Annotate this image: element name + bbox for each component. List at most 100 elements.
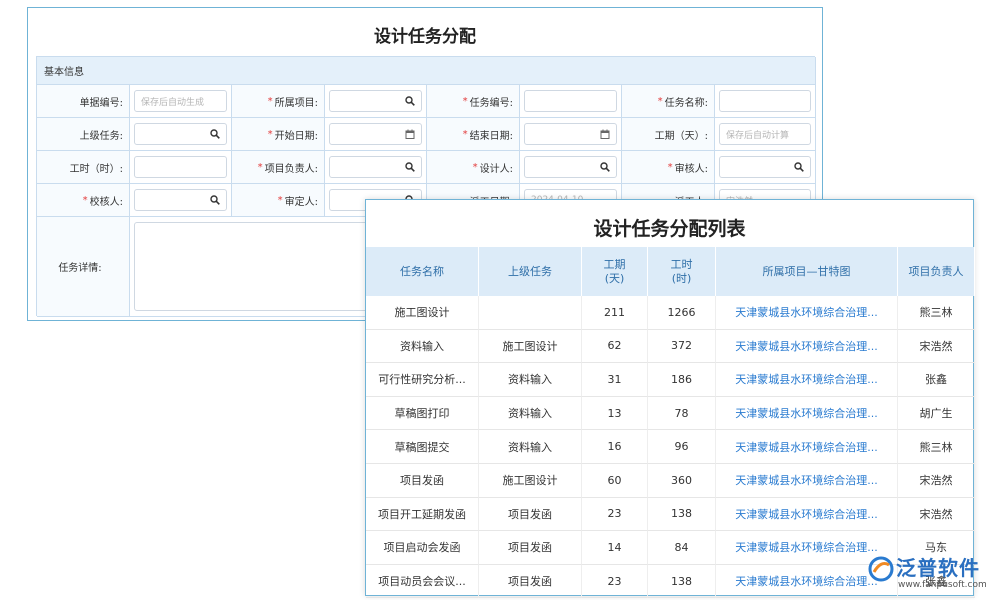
gantt-link[interactable]: 天津蒙城县水环境综合治理... bbox=[716, 497, 898, 532]
label-text: 校核人: bbox=[89, 196, 123, 208]
text-input[interactable] bbox=[329, 156, 422, 178]
calendar-icon[interactable] bbox=[600, 129, 610, 139]
field-label: * 审核人: bbox=[622, 151, 715, 184]
table-cell: 项目动员会会议... bbox=[366, 564, 479, 599]
text-input[interactable] bbox=[524, 156, 617, 178]
required-mark: * bbox=[82, 194, 88, 206]
text-input[interactable] bbox=[719, 90, 811, 112]
field-label: * 审定人: bbox=[232, 184, 325, 217]
column-header: 上级任务 bbox=[479, 247, 582, 296]
table-cell: 胡广生 bbox=[898, 396, 975, 431]
required-mark: * bbox=[462, 95, 468, 107]
gantt-link[interactable]: 天津蒙城县水环境综合治理... bbox=[716, 430, 898, 464]
table-cell: 372 bbox=[648, 329, 716, 364]
gantt-link[interactable]: 天津蒙城县水环境综合治理... bbox=[716, 296, 898, 330]
logo: 泛普软件 www.fanpusoft.com bbox=[868, 552, 994, 596]
search-icon[interactable] bbox=[210, 195, 220, 205]
gantt-link[interactable]: 天津蒙城县水环境综合治理... bbox=[716, 396, 898, 431]
header-line: 工期 bbox=[603, 257, 626, 271]
table-cell: 施工图设计 bbox=[366, 296, 479, 330]
form-title: 设计任务分配 bbox=[374, 27, 476, 47]
field-label: * 任务编号: bbox=[427, 85, 520, 118]
field-label: 上级任务: bbox=[37, 118, 130, 151]
table-cell: 张鑫 bbox=[898, 564, 975, 599]
table-cell: 熊三林 bbox=[898, 296, 975, 330]
search-icon[interactable] bbox=[794, 162, 804, 172]
text-input[interactable] bbox=[719, 156, 811, 178]
column-header: 工时 (时) bbox=[648, 247, 716, 296]
table-cell: 138 bbox=[648, 497, 716, 532]
table-cell: 资料输入 bbox=[479, 396, 582, 431]
logo-url: www.fanpusoft.com bbox=[898, 580, 987, 590]
field-label: * 设计人: bbox=[427, 151, 520, 184]
field-label: * 任务名称: bbox=[622, 85, 715, 118]
text-input[interactable] bbox=[524, 123, 617, 145]
text-input[interactable] bbox=[524, 90, 617, 112]
table-cell: 186 bbox=[648, 363, 716, 397]
table-cell: 资料输入 bbox=[366, 329, 479, 364]
table-cell: 宋浩然 bbox=[898, 497, 975, 532]
table-cell: 1266 bbox=[648, 296, 716, 330]
text-input[interactable] bbox=[329, 90, 422, 112]
table-cell: 60 bbox=[582, 464, 648, 498]
table-cell: 项目发函 bbox=[479, 497, 582, 532]
table-cell: 项目发函 bbox=[479, 531, 582, 565]
text-input[interactable] bbox=[134, 156, 227, 178]
field-cell bbox=[325, 85, 427, 118]
label-text: 开始日期: bbox=[274, 130, 318, 142]
gantt-link[interactable]: 天津蒙城县水环境综合治理... bbox=[716, 363, 898, 397]
header-line: (天) bbox=[604, 271, 625, 285]
field-label: 工时（时）: bbox=[37, 151, 130, 184]
table-cell: 211 bbox=[582, 296, 648, 330]
field-label: * 结束日期: bbox=[427, 118, 520, 151]
label-text: 工时（时）: bbox=[69, 163, 123, 175]
gantt-link[interactable]: 天津蒙城县水环境综合治理... bbox=[716, 531, 898, 565]
search-icon[interactable] bbox=[600, 162, 610, 172]
table-cell: 可行性研究分析... bbox=[366, 363, 479, 397]
gantt-link[interactable]: 天津蒙城县水环境综合治理... bbox=[716, 564, 898, 599]
table-cell: 草稿图打印 bbox=[366, 396, 479, 431]
list-panel: 设计任务分配列表 任务名称 上级任务 工期 (天) 工时 (时) 所属项目—甘特图 项目负责人施… bbox=[365, 199, 975, 599]
label-text: 审定人: bbox=[284, 196, 318, 208]
label-text: 所属项目: bbox=[274, 97, 318, 109]
column-header: 工期 (天) bbox=[582, 247, 648, 296]
label-text: 任务名称: bbox=[664, 97, 708, 109]
label-text: 任务编号: bbox=[469, 97, 513, 109]
table-cell: 资料输入 bbox=[479, 363, 582, 397]
search-icon[interactable] bbox=[405, 162, 415, 172]
gantt-link[interactable]: 天津蒙城县水环境综合治理... bbox=[716, 329, 898, 364]
text-input[interactable]: 保存后自动生成 bbox=[134, 90, 227, 112]
table-cell: 62 bbox=[582, 329, 648, 364]
required-mark: * bbox=[257, 161, 263, 173]
list-title: 设计任务分配列表 bbox=[593, 218, 746, 240]
text-input[interactable] bbox=[329, 123, 422, 145]
label-text: 单据编号: bbox=[79, 97, 123, 109]
table-cell: 施工图设计 bbox=[479, 329, 582, 364]
field-label: 单据编号: bbox=[37, 85, 130, 118]
logo-icon bbox=[868, 556, 894, 582]
label-text: 审核人: bbox=[674, 163, 708, 175]
field-cell bbox=[520, 151, 622, 184]
gantt-link[interactable]: 天津蒙城县水环境综合治理... bbox=[716, 464, 898, 498]
field-cell bbox=[520, 118, 622, 151]
table-cell: 138 bbox=[648, 564, 716, 599]
field-cell bbox=[325, 118, 427, 151]
field-label: * 校核人: bbox=[37, 184, 130, 217]
calendar-icon[interactable] bbox=[405, 129, 415, 139]
text-input[interactable] bbox=[134, 189, 227, 211]
logo-brand: 泛普软件 bbox=[896, 556, 980, 580]
field-cell bbox=[325, 151, 427, 184]
label-text: 项目负责人: bbox=[264, 163, 318, 175]
column-header: 任务名称 bbox=[366, 247, 479, 296]
text-input[interactable]: 保存后自动计算 bbox=[719, 123, 811, 145]
field-cell: 保存后自动计算 bbox=[715, 118, 816, 151]
search-icon[interactable] bbox=[405, 96, 415, 106]
search-icon[interactable] bbox=[210, 129, 220, 139]
text-input[interactable] bbox=[134, 123, 227, 145]
label-text: 上级任务: bbox=[79, 130, 123, 142]
table-cell: 宋浩然 bbox=[898, 329, 975, 364]
table-cell: 96 bbox=[648, 430, 716, 464]
field-cell: 保存后自动生成 bbox=[130, 85, 232, 118]
header-line: 所属项目—甘特图 bbox=[762, 264, 851, 278]
table-cell: 16 bbox=[582, 430, 648, 464]
